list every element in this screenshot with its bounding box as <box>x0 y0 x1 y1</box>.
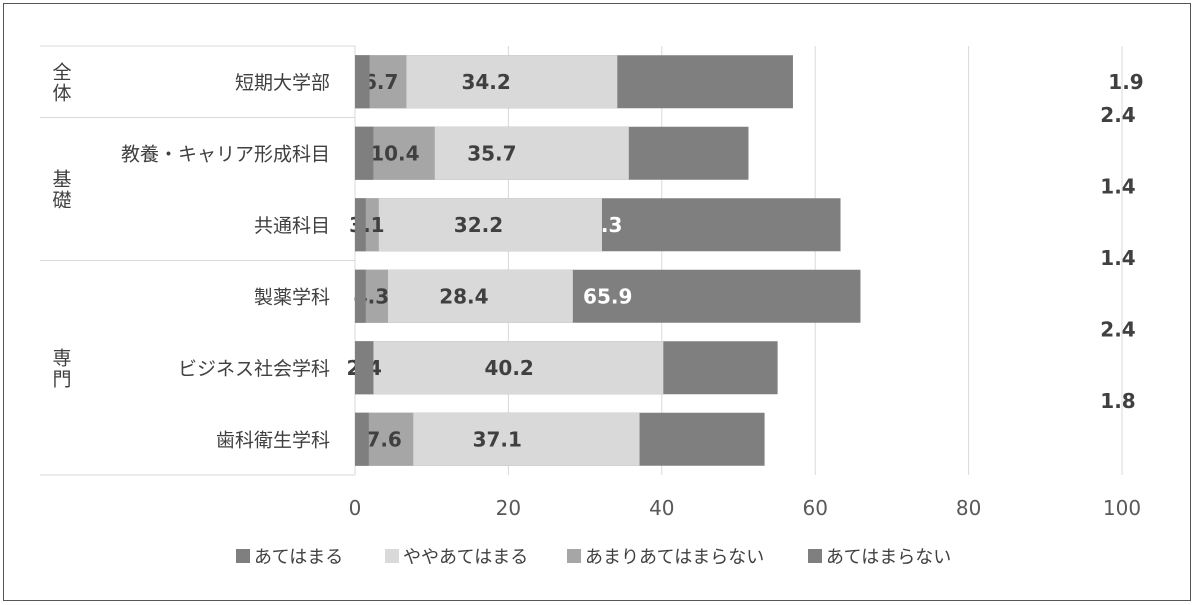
category-label: 教養・キャリア形成科目 <box>121 143 330 165</box>
bar-segment <box>355 412 369 466</box>
data-label: 1.4 <box>1100 246 1135 270</box>
data-label: 2.4 <box>1100 317 1135 341</box>
category-label: 製薬学科 <box>254 286 330 308</box>
bar-segment <box>355 198 602 252</box>
data-label: 2.4 <box>1100 103 1135 127</box>
category-label: 歯科衛生学科 <box>216 429 330 451</box>
data-label: 40.2 <box>484 356 533 380</box>
x-tick-label: 20 <box>496 496 521 520</box>
data-label: 37.1 <box>473 427 522 451</box>
data-label: 65.9 <box>583 284 632 308</box>
bar-segment <box>355 341 374 395</box>
bar-segment <box>355 55 370 109</box>
bar-segment <box>355 198 366 252</box>
data-label: 34.2 <box>461 70 510 94</box>
bar-segment <box>355 269 366 323</box>
data-label: 1.4 <box>1100 174 1135 198</box>
category-label: 共通科目 <box>254 215 330 237</box>
legend-label: あてはまる <box>254 547 343 568</box>
x-tick-label: 100 <box>1103 496 1141 520</box>
data-label: 10.4 <box>370 141 419 165</box>
legend-label: あまりあてはまらない <box>585 547 764 568</box>
bar-segment <box>355 341 664 395</box>
legend-swatch <box>567 549 581 563</box>
category-label: 短期大学部 <box>235 72 330 94</box>
legend-label: あてはまらない <box>826 547 951 568</box>
group-label: 専門 <box>52 347 71 390</box>
legend-swatch <box>385 549 399 563</box>
group-label: 全体 <box>52 61 71 104</box>
group-label: 基礎 <box>52 169 71 212</box>
x-tick-label: 60 <box>802 496 827 520</box>
data-label: 35.7 <box>467 141 516 165</box>
data-label: 28.4 <box>439 284 488 308</box>
data-label: 1.9 <box>1108 70 1143 94</box>
x-tick-label: 0 <box>349 496 362 520</box>
legend-swatch <box>236 549 250 563</box>
data-label: 7.6 <box>366 427 401 451</box>
legend-swatch <box>808 549 822 563</box>
category-label: ビジネス社会学科 <box>178 358 330 380</box>
x-tick-label: 80 <box>956 496 981 520</box>
bar-segment <box>355 126 374 180</box>
bar-segment <box>355 269 573 323</box>
x-tick-label: 40 <box>649 496 674 520</box>
legend-label: ややあてはまる <box>403 547 528 568</box>
data-label: 3.1 <box>349 213 384 237</box>
data-label: 32.2 <box>454 213 503 237</box>
data-label: 1.8 <box>1100 389 1135 413</box>
